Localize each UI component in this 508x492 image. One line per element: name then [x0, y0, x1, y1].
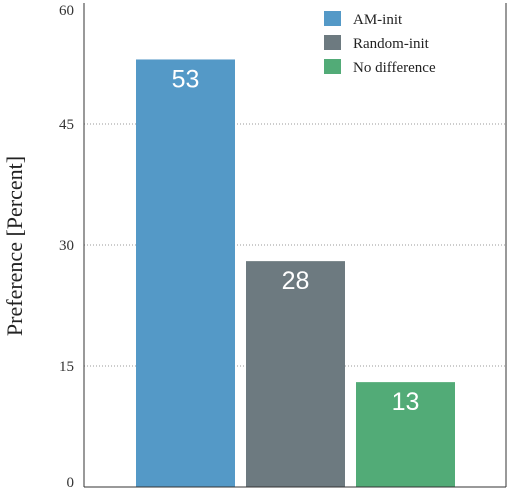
- legend: AM-init Random-init No difference: [324, 11, 436, 76]
- bar-value-label: 13: [392, 388, 420, 416]
- bar-random-init: [246, 261, 345, 487]
- axes: [83, 3, 507, 488]
- bar-value-label: 53: [172, 65, 200, 93]
- legend-label: Random-init: [353, 36, 430, 52]
- legend-label: No difference: [353, 60, 436, 76]
- legend-swatch: [324, 59, 341, 74]
- bar-no-difference: [356, 382, 455, 487]
- legend-label: AM-init: [353, 12, 403, 28]
- y-tick-label: 0: [67, 475, 75, 491]
- y-axis-title: Preference [Percent]: [2, 156, 27, 336]
- y-tick-label: 15: [59, 359, 74, 375]
- y-tick-label: 45: [59, 117, 74, 133]
- bar-am-init: [136, 59, 235, 487]
- bar-value-label: 28: [282, 267, 310, 295]
- legend-swatch: [324, 35, 341, 50]
- legend-swatch: [324, 11, 341, 26]
- y-axis-tick-labels: 0 15 30 45 60: [59, 3, 74, 491]
- y-tick-label: 30: [59, 238, 74, 254]
- y-tick-label: 60: [59, 3, 74, 19]
- bars: 53 28 13: [136, 59, 455, 487]
